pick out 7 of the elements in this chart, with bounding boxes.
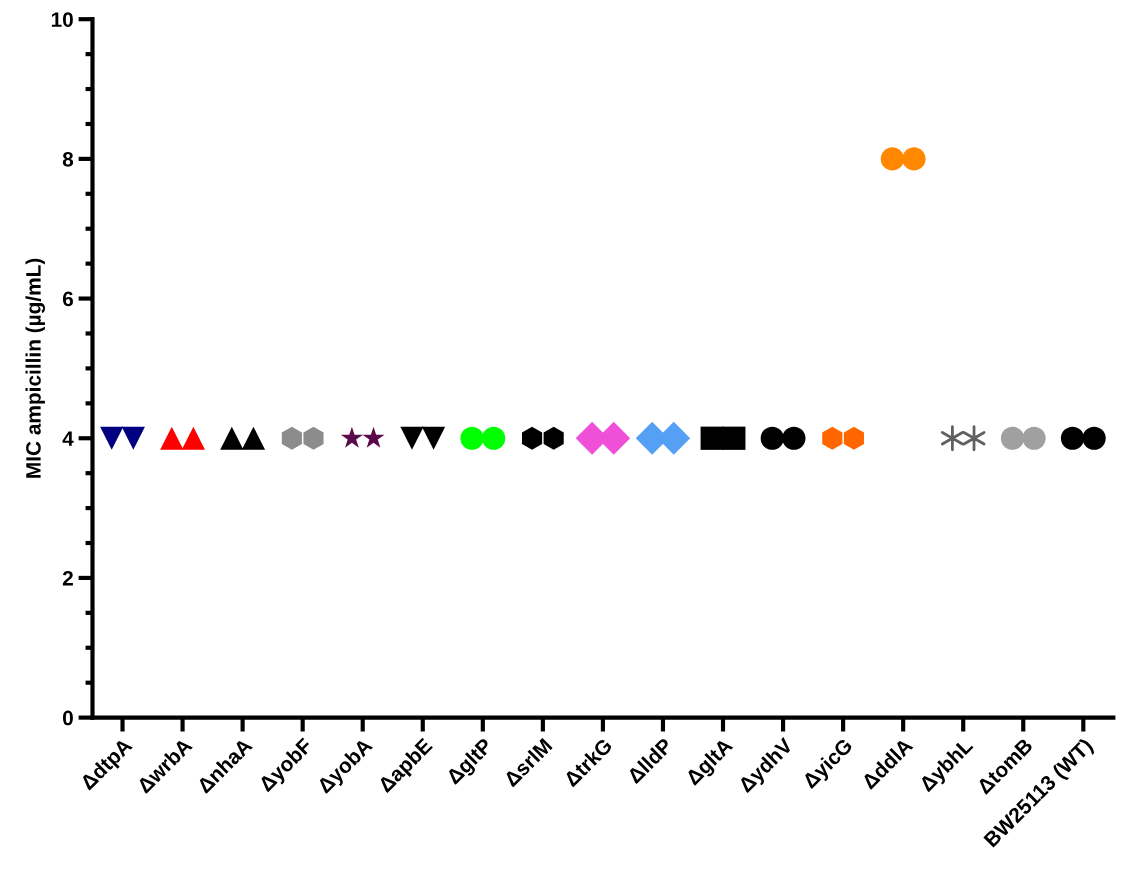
y-tick-label: 2 <box>62 570 73 586</box>
y-tick-label: 4 <box>62 431 74 446</box>
y-axis-title: MIC ampicillin (µg/mL) <box>25 258 46 478</box>
y-tick-label: 10 <box>51 12 73 27</box>
y-tick-label: 8 <box>62 151 74 167</box>
y-tick-label: 6 <box>62 291 73 307</box>
y-tick-label: 0 <box>62 710 73 726</box>
